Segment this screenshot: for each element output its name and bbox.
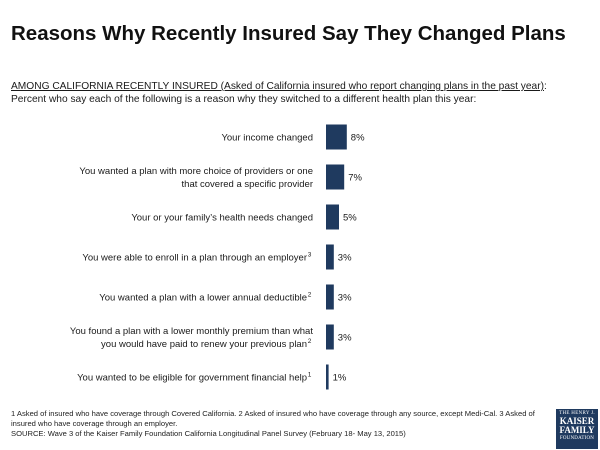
source-text: SOURCE: Wave 3 of the Kaiser Family Foun…	[11, 429, 406, 438]
category-label-6-line-2: you would have paid to renew your previo…	[101, 339, 307, 350]
subtitle-population: AMONG CALIFORNIA RECENTLY INSURED (Asked…	[11, 81, 544, 92]
category-label-4: You were able to enroll in a plan throug…	[82, 253, 307, 264]
category-label-7: You wanted to be eligible for government…	[77, 373, 307, 384]
subtitle-colon: :	[543, 81, 547, 92]
footnotes: 1 Asked of insured who have coverage thr…	[11, 409, 556, 439]
bar-7	[326, 364, 329, 390]
logo-line3: FOUNDATION	[559, 436, 595, 441]
subtitle-question: Percent who say each of the following is…	[11, 94, 477, 105]
bar-5	[326, 284, 334, 310]
bar-1	[326, 124, 347, 150]
category-label-6-line-1: You found a plan with a lower monthly pr…	[70, 326, 313, 337]
value-label-1: 8%	[351, 133, 365, 144]
value-label-5: 3%	[338, 293, 352, 304]
category-label-2-line-2: that covered a specific provider	[182, 179, 313, 190]
bar-chart: 8% Your income changed 7% You wanted a plan…	[70, 124, 365, 390]
category-footnote-marker-4: 3	[308, 252, 312, 259]
bar-6	[326, 324, 334, 350]
category-footnote-marker-6: 2	[308, 338, 312, 345]
value-label-4: 3%	[338, 253, 352, 264]
category-label-2-line-1: You wanted a plan with more choice of pr…	[79, 166, 313, 177]
footnote-text: 1 Asked of insured who have coverage thr…	[11, 409, 535, 428]
category-label-5: You wanted a plan with a lower annual de…	[99, 293, 307, 304]
value-label-2: 7%	[348, 173, 362, 184]
chart-title: Reasons Why Recently Insured Say They Ch…	[11, 22, 566, 45]
value-label-3: 5%	[343, 213, 357, 224]
logo-line2b: FAMILY	[559, 425, 595, 435]
value-label-7: 1%	[333, 373, 347, 384]
value-label-6: 3%	[338, 333, 352, 344]
logo-line1: THE HENRY J.	[559, 411, 595, 416]
chart-subtitle: AMONG CALIFORNIA RECENTLY INSURED (Asked…	[11, 80, 596, 106]
bar-4	[326, 244, 334, 270]
category-label-1: Your income changed	[221, 133, 313, 144]
category-label-3: Your or your family’s health needs chang…	[131, 213, 313, 224]
bar-2	[326, 164, 345, 190]
kff-logo: THE HENRY J. KAISER FAMILY FOUNDATION	[556, 409, 598, 449]
category-footnote-marker-5: 2	[308, 292, 312, 299]
logo-line2a: KAISER	[559, 416, 595, 426]
bar-3	[326, 204, 339, 230]
category-footnote-marker-7: 1	[308, 372, 312, 379]
